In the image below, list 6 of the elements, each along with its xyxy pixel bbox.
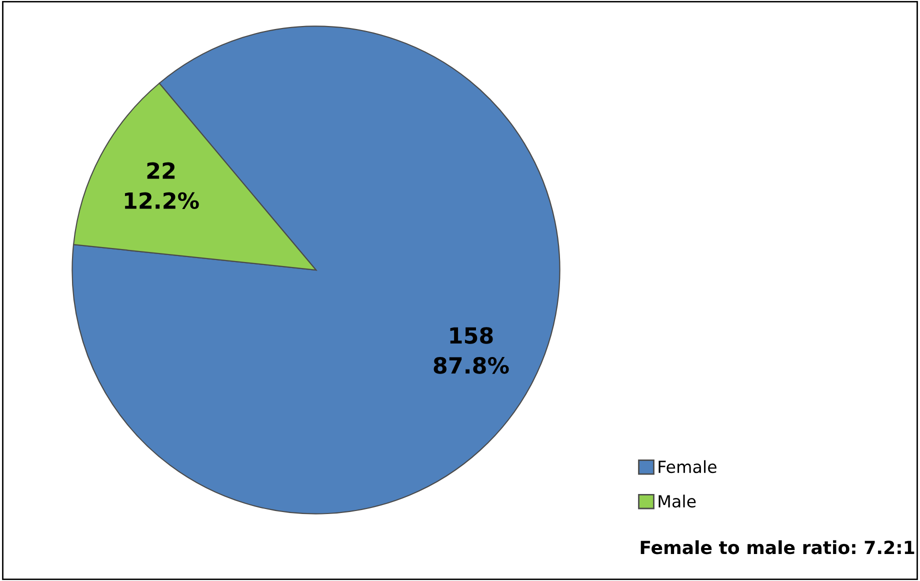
text: Female to male ratio: 7.2:1 [640,540,914,554]
legend-label: Female [658,460,716,474]
data-label: 158 87.8% [434,327,509,374]
pie-slice [72,26,560,514]
legend-label: Male [658,494,696,508]
data-label: 22 12.2% [124,162,199,210]
